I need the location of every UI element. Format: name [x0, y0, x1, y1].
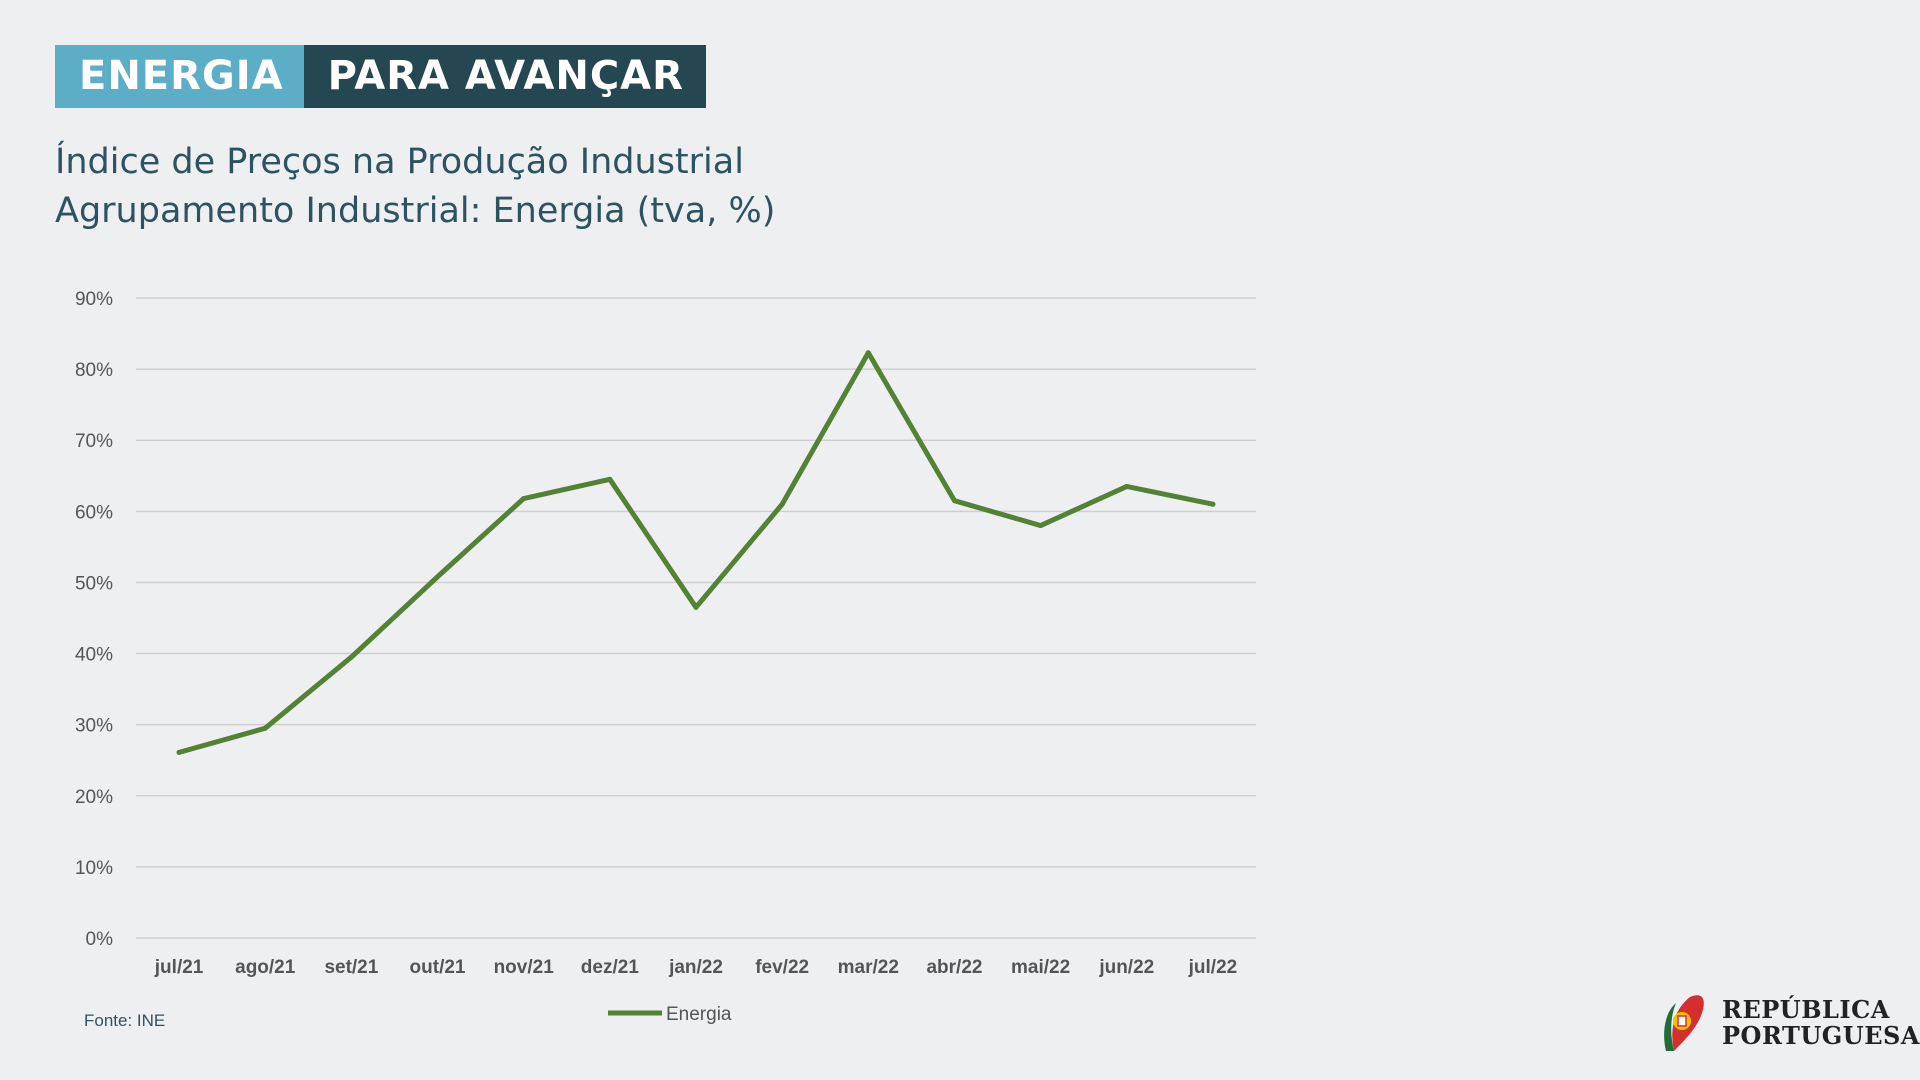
- data-point: [1210, 501, 1216, 507]
- republica-portuguesa-logo: REPÚBLICA PORTUGUESA: [1660, 990, 1920, 1056]
- data-point: [521, 496, 527, 502]
- y-tick-label: 80%: [75, 360, 113, 381]
- y-axis-ticks: 0% 10% 20% 30% 40% 50% 60% 70% 80% 90%: [75, 289, 113, 950]
- x-tick-label: mar/22: [838, 957, 899, 978]
- x-axis-ticks: jul/21 ago/21 set/21 out/21 nov/21 dez/21 jan/…: [154, 957, 1237, 978]
- logo-line-1: REPÚBLICA: [1722, 995, 1890, 1024]
- data-point: [951, 498, 957, 504]
- gridlines: [136, 297, 1256, 939]
- legend: Energia: [608, 1004, 732, 1025]
- chart-title: Índice de Preços na Produção Industrial: [55, 142, 744, 182]
- y-tick-label: 50%: [75, 573, 113, 594]
- data-point: [779, 501, 785, 507]
- x-tick-label: jul/21: [154, 957, 204, 978]
- data-point: [176, 749, 182, 755]
- data-point: [262, 725, 268, 731]
- y-tick-label: 40%: [75, 645, 113, 666]
- x-tick-label: out/21: [410, 957, 466, 978]
- banner-energia: ENERGIA: [55, 45, 304, 108]
- x-tick-label: ago/21: [235, 957, 296, 978]
- y-tick-label: 20%: [75, 787, 113, 808]
- x-tick-label: mai/22: [1011, 957, 1070, 978]
- y-tick-label: 30%: [75, 716, 113, 737]
- x-tick-label: jan/22: [668, 957, 723, 978]
- y-tick-label: 10%: [75, 858, 113, 879]
- x-tick-label: set/21: [324, 957, 378, 978]
- legend-label: Energia: [666, 1004, 732, 1025]
- y-tick-label: 90%: [75, 289, 113, 310]
- x-tick-label: fev/22: [755, 957, 809, 978]
- data-point: [693, 604, 699, 610]
- x-tick-label: abr/22: [926, 957, 982, 978]
- x-tick-label: dez/21: [581, 957, 640, 978]
- banner-para-avancar: PARA AVANÇAR: [303, 45, 706, 108]
- banner: ENERGIA PARA AVANÇAR: [55, 45, 706, 108]
- x-tick-label: nov/21: [494, 957, 555, 978]
- series-line-energia: [176, 350, 1216, 755]
- data-point: [435, 574, 441, 580]
- data-point: [1124, 483, 1130, 489]
- y-tick-label: 70%: [75, 431, 113, 452]
- data-point: [865, 350, 871, 356]
- y-tick-label: 60%: [75, 502, 113, 523]
- x-tick-label: jul/22: [1188, 957, 1238, 978]
- y-tick-label: 0%: [86, 929, 114, 950]
- data-point: [1038, 523, 1044, 529]
- data-point: [607, 476, 613, 482]
- source-note: Fonte: INE: [84, 1011, 166, 1030]
- x-tick-label: jun/22: [1098, 957, 1154, 978]
- chart-subtitle: Agrupamento Industrial: Energia (tva, %): [55, 191, 776, 231]
- logo-line-2: PORTUGUESA: [1722, 1021, 1920, 1050]
- data-point: [348, 654, 354, 660]
- chart-title-block: Índice de Preços na Produção Industrial …: [55, 138, 775, 236]
- portugal-emblem-icon: [1664, 995, 1704, 1051]
- series-group: [176, 350, 1216, 755]
